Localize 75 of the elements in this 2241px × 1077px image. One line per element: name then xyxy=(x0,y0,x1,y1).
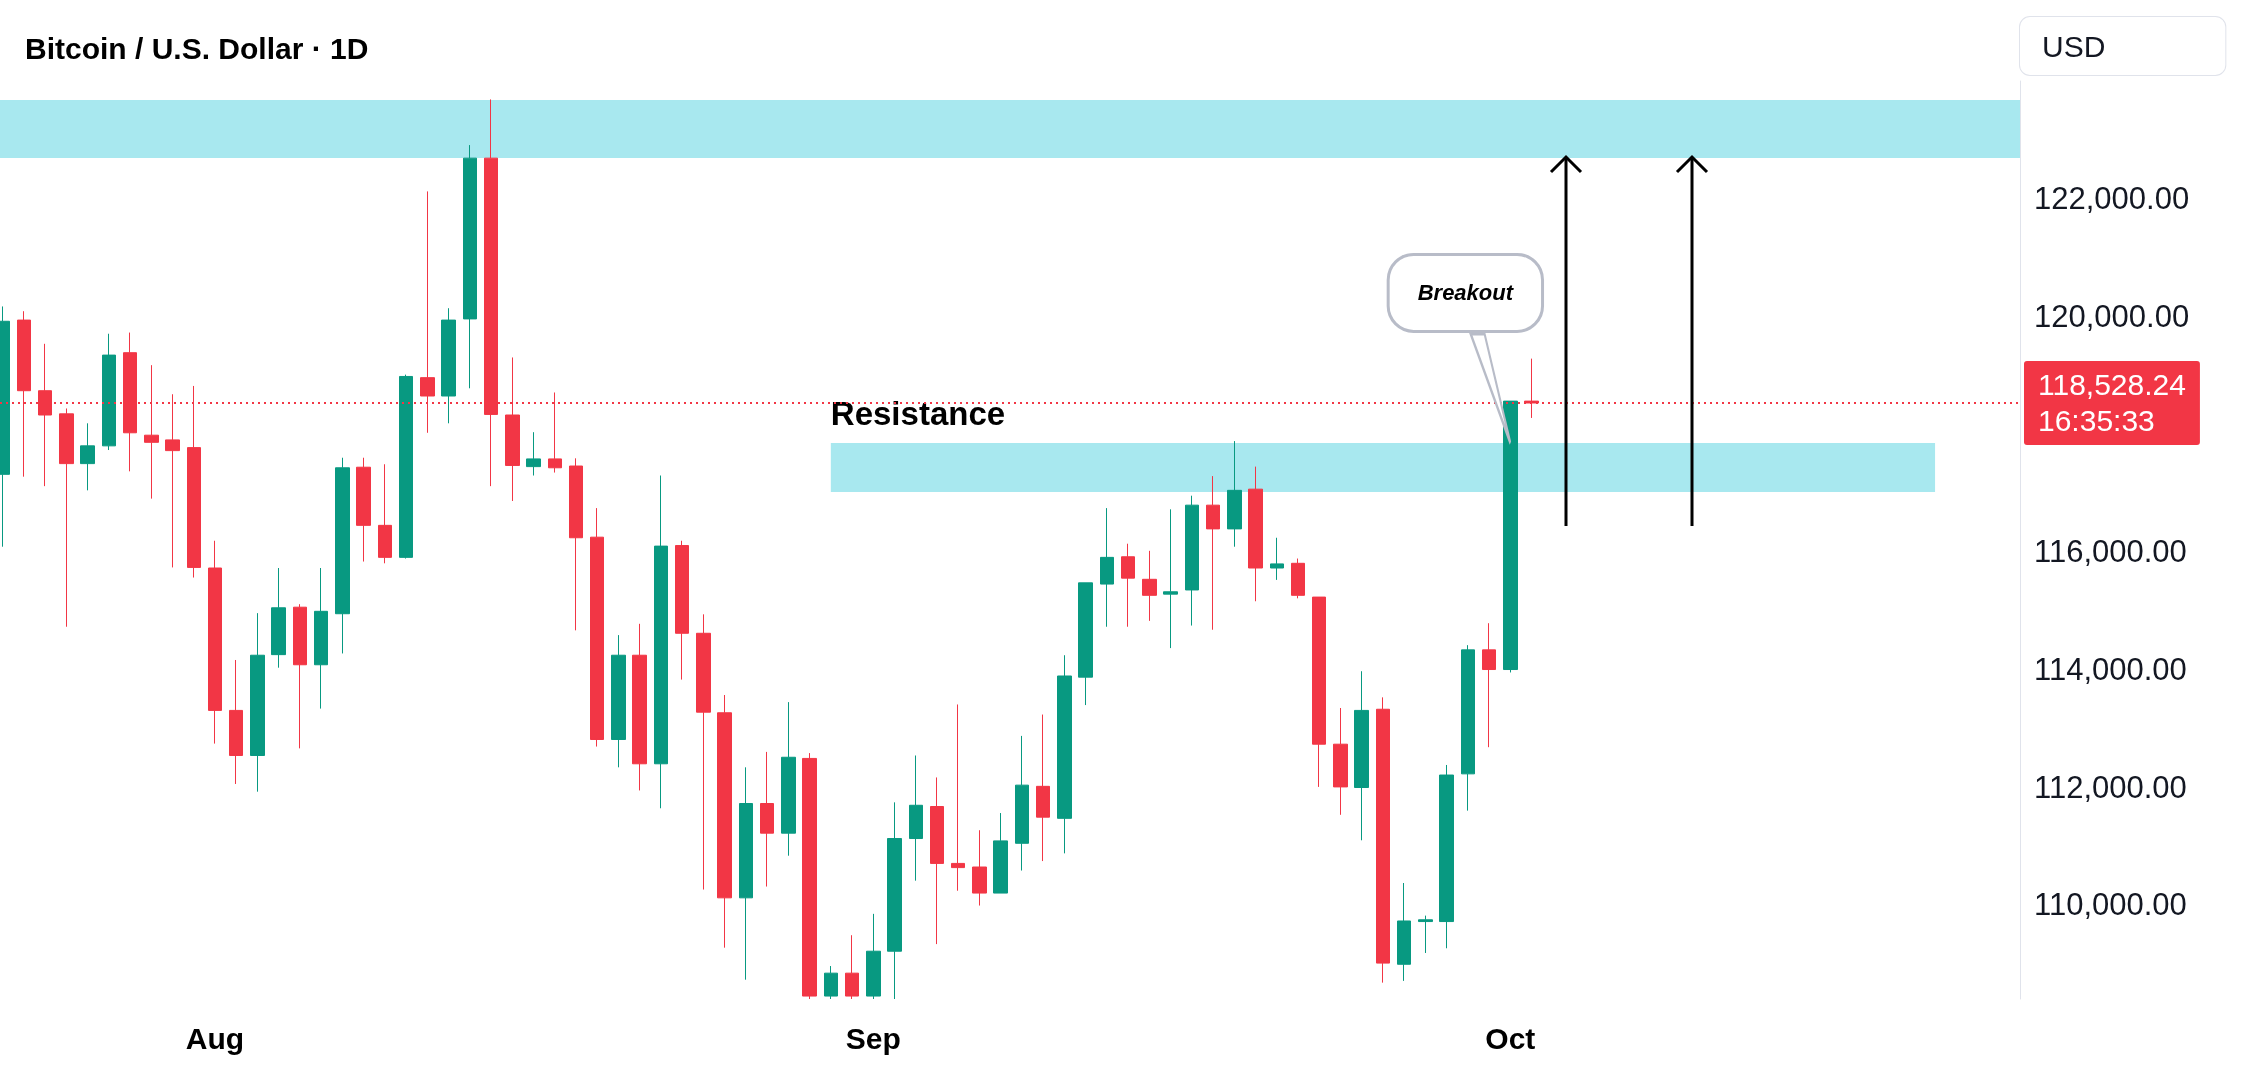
candlestick xyxy=(229,659,243,785)
candlestick xyxy=(930,776,944,945)
candlestick xyxy=(611,634,626,768)
candlestick xyxy=(1354,670,1369,841)
candlestick xyxy=(378,463,392,564)
candlestick xyxy=(1036,714,1050,862)
candlestick xyxy=(526,431,541,476)
candlestick xyxy=(1206,475,1220,631)
y-tick-label: 116,000.00 xyxy=(2034,534,2187,570)
candlestick xyxy=(1185,495,1199,627)
candlestick xyxy=(250,612,265,793)
y-axis-title: USD xyxy=(2042,29,2106,63)
candlestick xyxy=(739,766,753,981)
annotation: Breakout xyxy=(1417,280,1515,306)
candlestick xyxy=(866,913,881,1000)
candlestick xyxy=(1248,466,1263,602)
y-tick-label: 120,000.00 xyxy=(2034,298,2190,334)
candlestick xyxy=(1163,508,1178,649)
candlestick xyxy=(1376,696,1390,984)
candlestick xyxy=(1270,537,1284,581)
y-tick-label: 122,000.00 xyxy=(2034,181,2190,217)
candlestick xyxy=(1015,735,1029,872)
candlestick xyxy=(802,752,817,1000)
y-tick-label: 114,000.00 xyxy=(2034,651,2187,687)
candlestick xyxy=(696,613,711,891)
candlestick xyxy=(781,701,796,857)
candlestick xyxy=(1057,654,1072,854)
candlestick xyxy=(314,567,328,710)
candlestick xyxy=(356,457,371,563)
candlestick xyxy=(293,603,307,749)
x-tick-label: Sep xyxy=(845,1021,901,1055)
candlestick xyxy=(1482,622,1496,748)
candlestick xyxy=(717,694,732,949)
candlestick xyxy=(1461,644,1475,812)
band-label: Resistance xyxy=(830,395,1006,433)
candlestick xyxy=(632,623,647,791)
candlestick xyxy=(1397,882,1411,982)
y-tick-label: 112,000.00 xyxy=(2034,769,2187,805)
candlestick xyxy=(972,829,987,907)
candlestick xyxy=(887,801,902,1000)
candlestick xyxy=(654,475,668,809)
candlestick xyxy=(1142,550,1157,622)
candlestick xyxy=(824,965,838,1000)
candlestick xyxy=(59,407,74,628)
candlestick xyxy=(569,457,583,631)
candlestick xyxy=(909,754,923,882)
candlestick xyxy=(271,567,286,669)
candlestick xyxy=(208,540,222,745)
candlestick xyxy=(760,751,774,888)
candlestick xyxy=(951,703,965,892)
candlestick xyxy=(993,812,1008,894)
candlestick xyxy=(1291,558,1305,599)
candlestick xyxy=(1503,400,1518,673)
candlestick xyxy=(80,422,95,491)
candlestick xyxy=(1439,764,1454,949)
x-tick-label: Oct xyxy=(1485,1021,1536,1055)
y-tick-label: 110,000.00 xyxy=(2034,887,2187,923)
candlestick xyxy=(441,307,456,424)
candlestick xyxy=(335,457,350,654)
ref-line-label: 118,528.24 16:35:33 xyxy=(2038,368,2186,438)
candlestick xyxy=(1418,915,1433,954)
candlestick xyxy=(1100,507,1114,628)
candlestick xyxy=(463,144,477,389)
candlestick xyxy=(675,540,689,681)
candlestick xyxy=(1333,707,1348,816)
candlestick xyxy=(1227,440,1242,548)
candlestick xyxy=(102,333,116,451)
candlestick xyxy=(1121,543,1135,628)
candlestick xyxy=(845,934,859,1000)
candlestick xyxy=(1078,582,1093,706)
chart-title: Bitcoin / U.S. Dollar · 1D xyxy=(25,31,369,65)
x-tick-label: Aug xyxy=(185,1021,245,1055)
candlestick xyxy=(590,507,604,748)
candlestick xyxy=(1312,596,1326,788)
candlestick xyxy=(399,374,413,560)
